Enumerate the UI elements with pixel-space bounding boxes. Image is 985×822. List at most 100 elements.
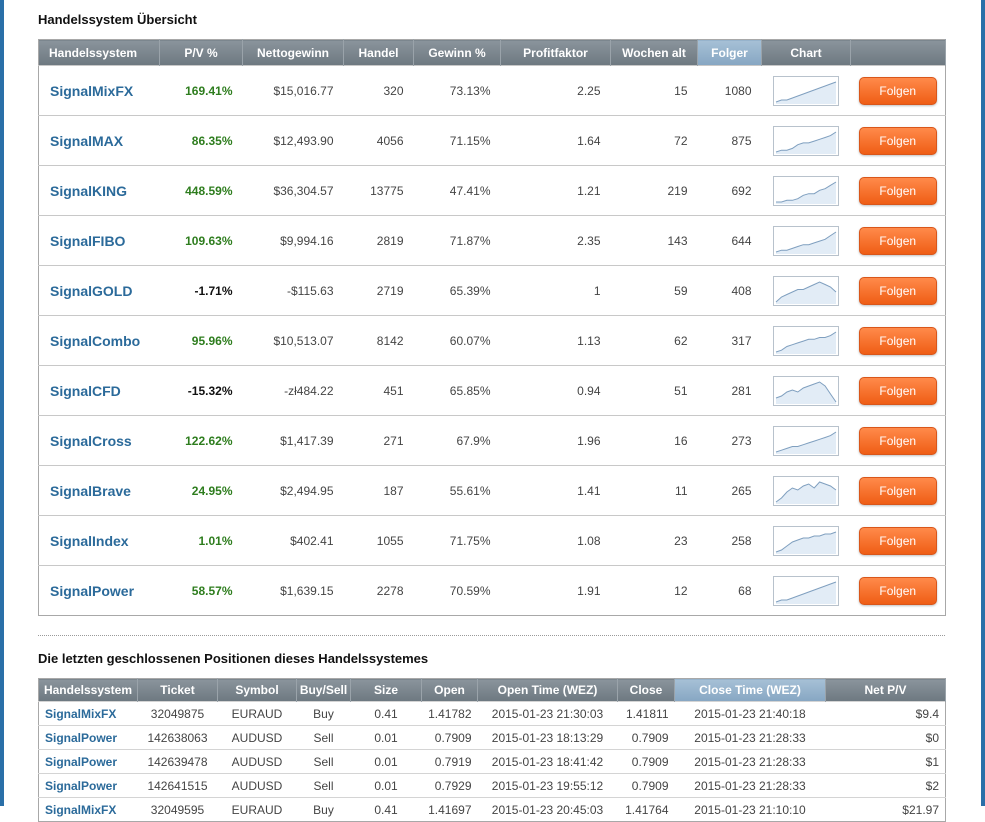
col-header-handel[interactable]: Handel <box>343 39 414 66</box>
position-system-link[interactable]: SignalMixFX <box>38 701 138 726</box>
trade-count: 451 <box>343 365 414 416</box>
col-header-folger[interactable]: Folger <box>697 39 762 66</box>
follower-count: 273 <box>697 415 762 466</box>
profit-factor: 2.25 <box>500 65 611 116</box>
profit-factor: 1.96 <box>500 415 611 466</box>
system-name-link[interactable]: SignalIndex <box>38 515 160 566</box>
position-size: 0.41 <box>350 797 422 822</box>
system-name-link[interactable]: SignalCFD <box>38 365 160 416</box>
position-size: 0.01 <box>350 749 422 774</box>
system-name-link[interactable]: SignalGOLD <box>38 265 160 316</box>
follow-button[interactable]: Folgen <box>858 76 937 105</box>
col-header-handelssystem[interactable]: Handelssystem <box>38 39 160 66</box>
position-net-pv: $2 <box>825 773 946 798</box>
follow-button[interactable]: Folgen <box>858 376 937 405</box>
equity-sparkline[interactable] <box>773 75 839 106</box>
equity-sparkline[interactable] <box>773 325 839 356</box>
position-size: 0.41 <box>350 701 422 726</box>
follow-button[interactable]: Folgen <box>858 576 937 605</box>
equity-sparkline[interactable] <box>773 575 839 606</box>
position-system-link[interactable]: SignalMixFX <box>38 797 138 822</box>
equity-sparkline[interactable] <box>773 175 839 206</box>
follow-button[interactable]: Folgen <box>858 126 937 155</box>
system-row: SignalCFD -15.32% -zł484.22 451 65.85% 0.94 51… <box>38 365 946 416</box>
weeks-old: 16 <box>610 415 698 466</box>
profit-factor: 1.21 <box>500 165 611 216</box>
position-net-pv: $9.4 <box>825 701 946 726</box>
pos-header-net-pv[interactable]: Net P/V <box>825 678 946 702</box>
follower-count: 317 <box>697 315 762 366</box>
equity-sparkline[interactable] <box>773 375 839 406</box>
trade-count: 8142 <box>343 315 414 366</box>
follow-button[interactable]: Folgen <box>858 476 937 505</box>
section-divider <box>38 635 945 636</box>
follow-button[interactable]: Folgen <box>858 426 937 455</box>
chart-cell <box>761 365 851 416</box>
follow-button[interactable]: Folgen <box>858 226 937 255</box>
pos-header-ticket[interactable]: Ticket <box>137 678 218 702</box>
chart-cell <box>761 415 851 466</box>
system-name-link[interactable]: SignalKING <box>38 165 160 216</box>
pos-header-handelssystem[interactable]: Handelssystem <box>38 678 138 702</box>
position-system-link[interactable]: SignalPower <box>38 749 138 774</box>
sparkline-area <box>776 381 836 404</box>
net-profit: $9,994.16 <box>242 215 344 266</box>
system-row: SignalKING 448.59% $36,304.57 13775 47.41% 1.… <box>38 165 946 216</box>
position-size: 0.01 <box>350 725 422 750</box>
chart-cell <box>761 315 851 366</box>
system-name-link[interactable]: SignalCombo <box>38 315 160 366</box>
trade-count: 4056 <box>343 115 414 166</box>
follower-count: 1080 <box>697 65 762 116</box>
chart-cell <box>761 215 851 266</box>
sparkline-line <box>775 131 837 152</box>
pos-header-size[interactable]: Size <box>350 678 422 702</box>
follow-button[interactable]: Folgen <box>858 326 937 355</box>
position-symbol: AUDUSD <box>217 773 297 798</box>
pos-header-close[interactable]: Close <box>617 678 675 702</box>
win-percent: 71.87% <box>413 215 501 266</box>
system-name-link[interactable]: SignalBrave <box>38 465 160 516</box>
action-cell: Folgen <box>850 465 946 516</box>
equity-sparkline[interactable] <box>773 125 839 156</box>
position-system-link[interactable]: SignalPower <box>38 725 138 750</box>
action-cell: Folgen <box>850 515 946 566</box>
position-close-price: 0.7909 <box>617 725 675 750</box>
position-symbol: EURAUD <box>217 797 297 822</box>
pos-header-symbol[interactable]: Symbol <box>217 678 297 702</box>
overview-header-row: Handelssystem P/V % Nettogewinn Handel G… <box>38 39 946 66</box>
sparkline-line <box>775 380 837 402</box>
position-net-pv: $1 <box>825 749 946 774</box>
equity-sparkline[interactable] <box>773 425 839 456</box>
pos-header-open-time[interactable]: Open Time (WEZ) <box>477 678 618 702</box>
pos-header-buy-sell[interactable]: Buy/Sell <box>296 678 351 702</box>
follow-button[interactable]: Folgen <box>858 526 937 555</box>
system-name-link[interactable]: SignalCross <box>38 415 160 466</box>
system-name-link[interactable]: SignalFIBO <box>38 215 160 266</box>
follow-button[interactable]: Folgen <box>858 276 937 305</box>
col-header-nettogewinn[interactable]: Nettogewinn <box>242 39 344 66</box>
equity-sparkline[interactable] <box>773 225 839 256</box>
col-header-wochen-alt[interactable]: Wochen alt <box>610 39 698 66</box>
positions-table: Handelssystem Ticket Symbol Buy/Sell Siz… <box>38 678 946 822</box>
position-close-price: 1.41764 <box>617 797 675 822</box>
col-header-pv[interactable]: P/V % <box>159 39 243 66</box>
weeks-old: 51 <box>610 365 698 416</box>
system-name-link[interactable]: SignalPower <box>38 565 160 616</box>
system-name-link[interactable]: SignalMixFX <box>38 65 160 116</box>
pos-header-open[interactable]: Open <box>421 678 478 702</box>
profit-factor: 1 <box>500 265 611 316</box>
equity-sparkline[interactable] <box>773 475 839 506</box>
pos-header-close-time[interactable]: Close Time (WEZ) <box>674 678 826 702</box>
position-open-price: 1.41782 <box>421 701 478 726</box>
follower-count: 265 <box>697 465 762 516</box>
equity-sparkline[interactable] <box>773 275 839 306</box>
col-header-gewinn[interactable]: Gewinn % <box>413 39 501 66</box>
col-header-profitfaktor[interactable]: Profitfaktor <box>500 39 611 66</box>
win-percent: 47.41% <box>413 165 501 216</box>
position-system-link[interactable]: SignalPower <box>38 773 138 798</box>
position-ticket: 32049595 <box>137 797 218 822</box>
equity-sparkline[interactable] <box>773 525 839 556</box>
follow-button[interactable]: Folgen <box>858 176 937 205</box>
position-side: Sell <box>296 773 351 798</box>
system-name-link[interactable]: SignalMAX <box>38 115 160 166</box>
